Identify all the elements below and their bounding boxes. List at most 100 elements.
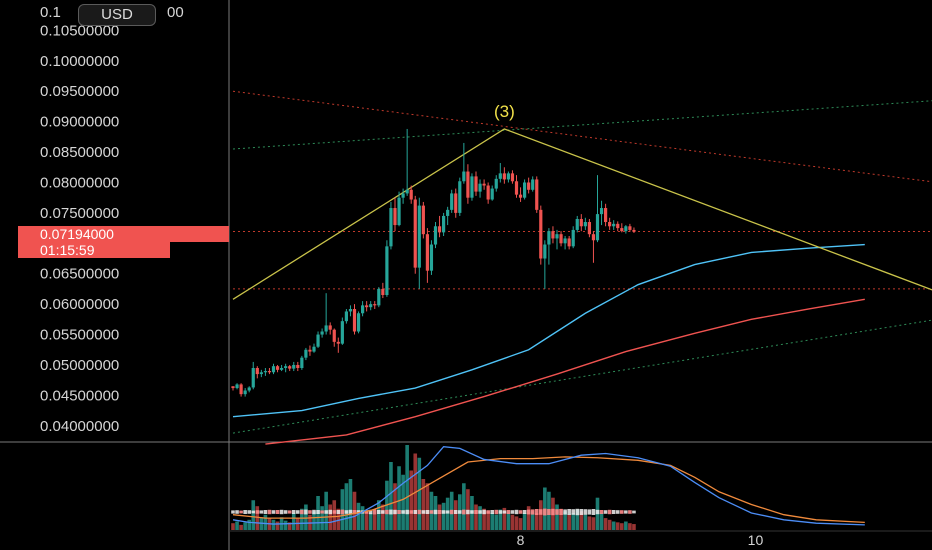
volume-bar (377, 500, 381, 530)
oscillator-bar (506, 510, 511, 514)
oscillator-bar (433, 509, 438, 515)
candle-body (263, 371, 267, 373)
candle-body (340, 321, 344, 344)
volume-bar (462, 483, 466, 530)
volume-bar (372, 514, 377, 530)
volume-bar (563, 511, 567, 530)
volume-bar (599, 513, 604, 530)
candle-body (308, 349, 312, 352)
candle-body (365, 305, 369, 308)
volume-bar (628, 523, 632, 530)
volume-bar (235, 521, 239, 530)
candle-body (612, 223, 616, 227)
volume-bar (393, 483, 397, 530)
candle-body (296, 364, 300, 369)
volume-bar (506, 511, 511, 530)
volume-bar (251, 500, 256, 530)
volume-bar (575, 509, 580, 530)
volume-bar (591, 517, 596, 530)
candle-body (361, 305, 365, 314)
oscillator-bar (263, 510, 268, 514)
candle-body (385, 246, 389, 296)
candle-body (502, 173, 506, 180)
candle-body (599, 208, 604, 215)
oscillator-bar (579, 509, 584, 515)
volume-bar (356, 502, 361, 530)
y-tick-label: 0.04000000 (40, 418, 119, 435)
oscillator-bar (421, 510, 426, 514)
dotted-trendline (232, 90, 932, 183)
oscillator-bar (482, 509, 486, 515)
volume-bar (243, 522, 247, 530)
volume-bar (571, 513, 575, 530)
volume-bar (530, 511, 535, 530)
volume-bar (490, 513, 494, 530)
oscillator-bar (328, 509, 332, 515)
volume-bar (405, 445, 409, 530)
volume-bar (474, 504, 478, 530)
candle-body (348, 309, 353, 312)
volume-bar (308, 514, 312, 530)
oscillator-bar (344, 510, 349, 514)
oscillator-bar (543, 508, 547, 516)
volume-bar (360, 506, 365, 530)
candle-body (535, 179, 539, 210)
oscillator-bar (502, 510, 507, 514)
candle-body (462, 171, 466, 182)
volume-bar (364, 511, 369, 530)
candle-body (352, 309, 357, 332)
volume-bar (441, 502, 446, 530)
volume-bar (421, 479, 426, 530)
candle-body (547, 231, 551, 245)
y-tick-label: 0.04500000 (40, 387, 119, 404)
currency-selector[interactable]: USD (78, 4, 156, 26)
date-axis: 8 10 (229, 530, 932, 548)
oscillator-bar (255, 510, 260, 514)
oscillator-bar (624, 510, 628, 514)
oscillator-bar (267, 509, 272, 515)
candle-body (442, 215, 446, 233)
candle-body (458, 181, 462, 213)
volume-bar (453, 500, 458, 530)
ema-fast-line (232, 243, 865, 418)
oscillator-bar (356, 510, 361, 514)
candle-body (271, 366, 276, 373)
candle-body (583, 222, 587, 227)
oscillator-bar (462, 509, 466, 515)
candle-body (595, 214, 600, 241)
oscillator-bar (401, 510, 405, 514)
candle-body (377, 288, 381, 306)
y-tick-label: 0.08500000 (40, 144, 119, 161)
candle-body (628, 226, 632, 230)
wave-line (232, 128, 932, 300)
oscillator-bar (340, 509, 345, 515)
candle-body (316, 334, 320, 347)
oscillator-bar (498, 510, 503, 514)
volume-bar (579, 511, 584, 530)
candle-body (405, 189, 409, 194)
candle-body (280, 368, 284, 370)
oscillator-bar (364, 510, 369, 514)
oscillator-bar (466, 509, 470, 515)
countdown-text: 01:15:59 (40, 242, 95, 258)
volume-bar (231, 523, 235, 530)
candle-body (235, 384, 239, 389)
oscillator-bar (599, 510, 604, 514)
candle-body (571, 229, 575, 247)
candle-body (284, 366, 288, 369)
candle-body (320, 331, 324, 335)
x-tick-label: 10 (748, 532, 764, 548)
candle-body (620, 228, 624, 232)
wave-lines (232, 128, 932, 300)
volume-bar (381, 504, 385, 530)
moving-averages (232, 243, 865, 445)
volume-bar (567, 514, 571, 530)
candle-body (527, 182, 531, 190)
candle-body (275, 366, 280, 370)
dotted-trendlines (232, 90, 932, 434)
ema-slow-line (265, 298, 865, 445)
candle-body (575, 218, 579, 230)
candle-body (474, 176, 478, 192)
